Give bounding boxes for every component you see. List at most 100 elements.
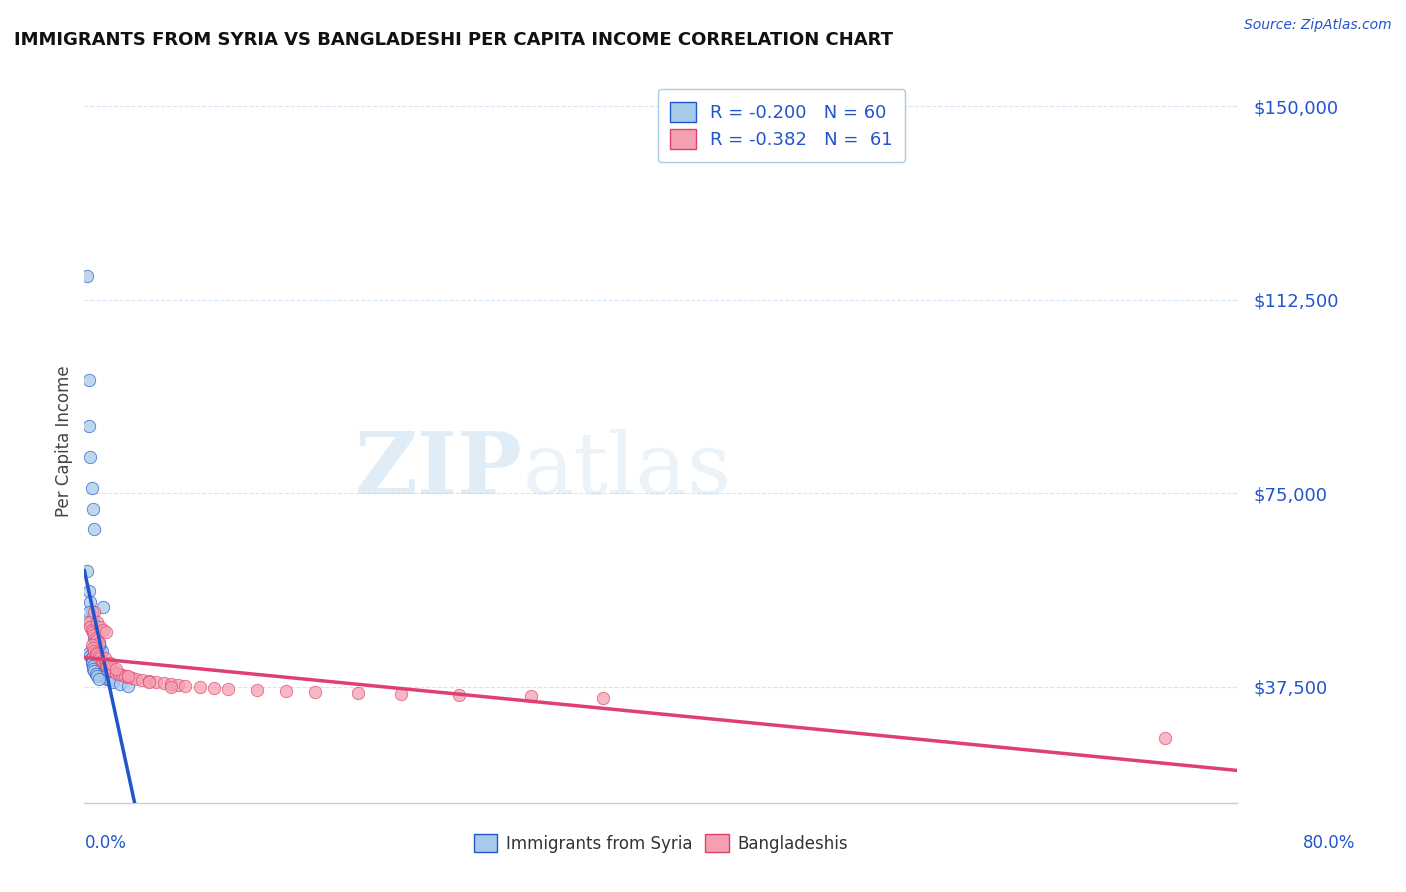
Point (90, 666, 112, 681)
Point (1154, 731, 1177, 746)
Point (80, 605, 103, 619)
Text: ZIP: ZIP (354, 428, 523, 512)
Point (77, 584, 100, 599)
Point (80, 651, 103, 665)
Point (83, 625, 105, 640)
Point (87, 639, 110, 653)
Point (86, 633, 108, 648)
Point (96, 672, 118, 686)
Point (83, 628, 105, 642)
Point (87, 639, 110, 653)
Point (138, 673, 160, 688)
Point (97, 660, 120, 674)
Point (82, 662, 104, 676)
Y-axis label: Per Capita Income: Per Capita Income (55, 366, 73, 517)
Point (105, 662, 128, 676)
Point (83, 617, 105, 632)
Point (84, 628, 107, 642)
Point (188, 680, 211, 694)
Point (110, 677, 132, 691)
Point (86, 615, 108, 630)
Point (83, 643, 105, 657)
Point (89, 651, 111, 665)
Point (304, 685, 326, 699)
Point (91, 656, 114, 670)
Point (117, 669, 139, 683)
Point (82, 659, 104, 673)
Point (391, 687, 413, 701)
Point (84, 659, 107, 673)
Point (83, 664, 105, 678)
Point (79, 594, 101, 608)
Point (94, 657, 117, 672)
Point (84, 660, 107, 674)
Point (80, 657, 103, 671)
Point (347, 686, 370, 700)
Point (82, 625, 104, 640)
Point (79, 450, 101, 464)
Point (80, 610, 103, 624)
Point (98, 657, 121, 671)
Point (98, 673, 121, 688)
Point (89, 640, 111, 655)
Point (202, 681, 225, 696)
Point (89, 665, 111, 680)
Point (83, 657, 105, 672)
Point (86, 636, 108, 650)
Point (91, 623, 114, 637)
Point (117, 679, 139, 693)
Point (76, 564, 98, 578)
Point (93, 657, 115, 671)
Point (87, 664, 110, 678)
Point (86, 669, 108, 683)
Point (80, 639, 103, 653)
Point (276, 684, 298, 698)
Point (79, 615, 101, 630)
Point (93, 651, 115, 665)
Point (138, 674, 160, 689)
Point (103, 674, 124, 689)
Point (449, 689, 471, 703)
Point (145, 675, 167, 690)
Point (520, 690, 543, 704)
Legend: Immigrants from Syria, Bangladeshis: Immigrants from Syria, Bangladeshis (467, 828, 855, 860)
Point (77, 615, 100, 630)
Point (167, 678, 190, 692)
Point (93, 669, 115, 683)
Point (218, 682, 240, 697)
Point (82, 625, 104, 640)
Point (82, 640, 104, 655)
Point (84, 633, 107, 648)
Point (77, 605, 100, 619)
Point (131, 673, 153, 687)
Point (80, 652, 103, 666)
Point (152, 676, 174, 690)
Point (125, 672, 148, 686)
Point (160, 677, 183, 691)
Point (83, 657, 105, 671)
Point (83, 631, 105, 645)
Point (79, 620, 101, 634)
Text: 80.0%: 80.0% (1302, 834, 1355, 852)
Point (80, 651, 103, 665)
Text: IMMIGRANTS FROM SYRIA VS BANGLADESHI PER CAPITA INCOME CORRELATION CHART: IMMIGRANTS FROM SYRIA VS BANGLADESHI PER… (14, 31, 893, 49)
Point (84, 646, 107, 660)
Point (103, 664, 124, 678)
Point (86, 633, 108, 648)
Point (84, 631, 107, 645)
Point (83, 605, 105, 619)
Text: Source: ZipAtlas.com: Source: ZipAtlas.com (1244, 18, 1392, 32)
Point (114, 669, 136, 683)
Point (87, 636, 110, 650)
Point (94, 625, 117, 640)
Point (246, 683, 269, 698)
Point (89, 620, 111, 634)
Point (79, 648, 101, 663)
Point (121, 671, 143, 685)
Point (100, 663, 122, 677)
Point (87, 648, 110, 663)
Point (174, 679, 197, 693)
Point (90, 654, 112, 668)
Point (76, 269, 98, 284)
Point (87, 663, 110, 677)
